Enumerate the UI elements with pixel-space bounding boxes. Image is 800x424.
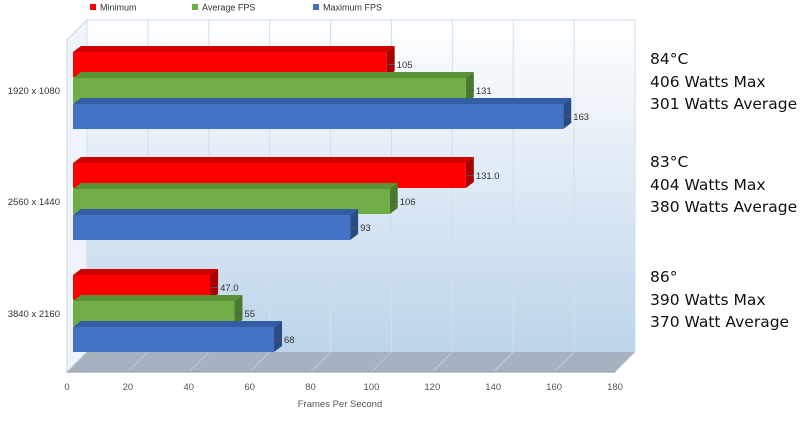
bar-top-face: [73, 209, 359, 215]
data-label: 131.0: [476, 171, 500, 182]
floor-gridline: [249, 351, 271, 373]
bar-side-face: [389, 183, 398, 214]
fps-bar-chart: 0 20 40 60 80 100 120 140 160 180 Frames Per Secon…: [8, 3, 636, 410]
annotation-average-watts: 370 Watt Average: [650, 313, 790, 331]
legend-swatch: [192, 4, 198, 10]
bar-top-face: [73, 72, 474, 78]
bar-side-face: [465, 72, 474, 103]
annotation-max-watts: 404 Watts Max: [650, 175, 766, 194]
bar: [73, 104, 564, 129]
annotation-2560x1440: 83°C 404 Watts Max 380 Watts Average: [650, 151, 797, 219]
bar-side-face: [350, 209, 359, 240]
x-tick-label: 20: [123, 382, 134, 393]
x-tick-label: 60: [244, 382, 255, 393]
bar-side-face: [563, 98, 572, 129]
floor-gridline: [431, 351, 453, 373]
category-label: 2560 x 1440: [8, 197, 60, 208]
annotation-3840x2160: 86° 390 Watts Max 370 Watt Average: [650, 266, 789, 334]
data-label: 106: [400, 197, 416, 208]
bar-side-face: [210, 269, 219, 300]
bar-side-face: [465, 157, 474, 188]
bar-side-face: [234, 295, 243, 326]
floor-gridline: [66, 351, 88, 373]
annotation-temperature: 84°C: [650, 50, 689, 68]
floor-gridline: [371, 351, 392, 373]
legend-label: Maximum FPS: [323, 3, 382, 13]
legend-label: Average FPS: [202, 3, 255, 13]
x-tick-label: 100: [364, 382, 380, 393]
annotation-temperature: 86°: [650, 268, 678, 286]
annotation-average-watts: 380 Watts Average: [650, 198, 798, 216]
annotation-average-watts: 301 Watts Average: [650, 95, 798, 113]
floor-gridline: [310, 351, 331, 373]
annotation-max-watts: 406 Watts Max: [650, 72, 766, 91]
bar-side-face: [274, 321, 283, 352]
bar-top-face: [73, 321, 283, 327]
annotation-panel: 84°C 406 Watts Max 301 Watts Average 83°…: [650, 0, 800, 424]
data-label: 93: [360, 223, 371, 234]
bar-top-face: [73, 269, 219, 275]
x-tick-label: 140: [485, 382, 501, 393]
floor: [67, 352, 635, 372]
x-axis-title: Frames Per Second: [298, 399, 382, 410]
bar-top-face: [73, 98, 572, 104]
bar-top-face: [73, 157, 474, 163]
floor-gridline: [614, 351, 636, 373]
x-tick-label: 80: [305, 382, 316, 393]
bar-top-face: [73, 295, 243, 301]
legend-label: Minimum: [100, 3, 137, 13]
category-label: 3840 x 2160: [8, 309, 60, 320]
data-label: 131: [476, 86, 492, 97]
data-label: 47.0: [220, 283, 239, 294]
data-label: 105: [397, 60, 413, 71]
bar: [73, 215, 351, 240]
annotation-max-watts: 390 Watts Max: [650, 290, 766, 309]
data-label: 55: [244, 309, 255, 320]
annotation-temperature: 83°C: [650, 153, 689, 171]
floor-gridline: [553, 351, 575, 373]
bar-top-face: [73, 183, 398, 189]
floor-gridline: [188, 351, 210, 373]
floor-gridline: [127, 351, 149, 373]
legend-swatch: [313, 4, 319, 10]
bar: [73, 327, 275, 352]
legend-swatch: [90, 4, 96, 10]
x-tick-label: 180: [607, 382, 623, 393]
x-tick-label: 40: [183, 382, 194, 393]
x-tick-label: 0: [64, 382, 69, 393]
x-tick-label: 120: [424, 382, 440, 393]
data-label: 163: [573, 112, 589, 123]
category-label: 1920 x 1080: [8, 86, 60, 97]
data-label: 68: [284, 335, 295, 346]
bar-side-face: [386, 46, 395, 77]
x-tick-label: 160: [546, 382, 562, 393]
bar-top-face: [73, 46, 395, 52]
floor-gridline: [492, 351, 514, 373]
annotation-1920x1080: 84°C 406 Watts Max 301 Watts Average: [650, 48, 797, 116]
